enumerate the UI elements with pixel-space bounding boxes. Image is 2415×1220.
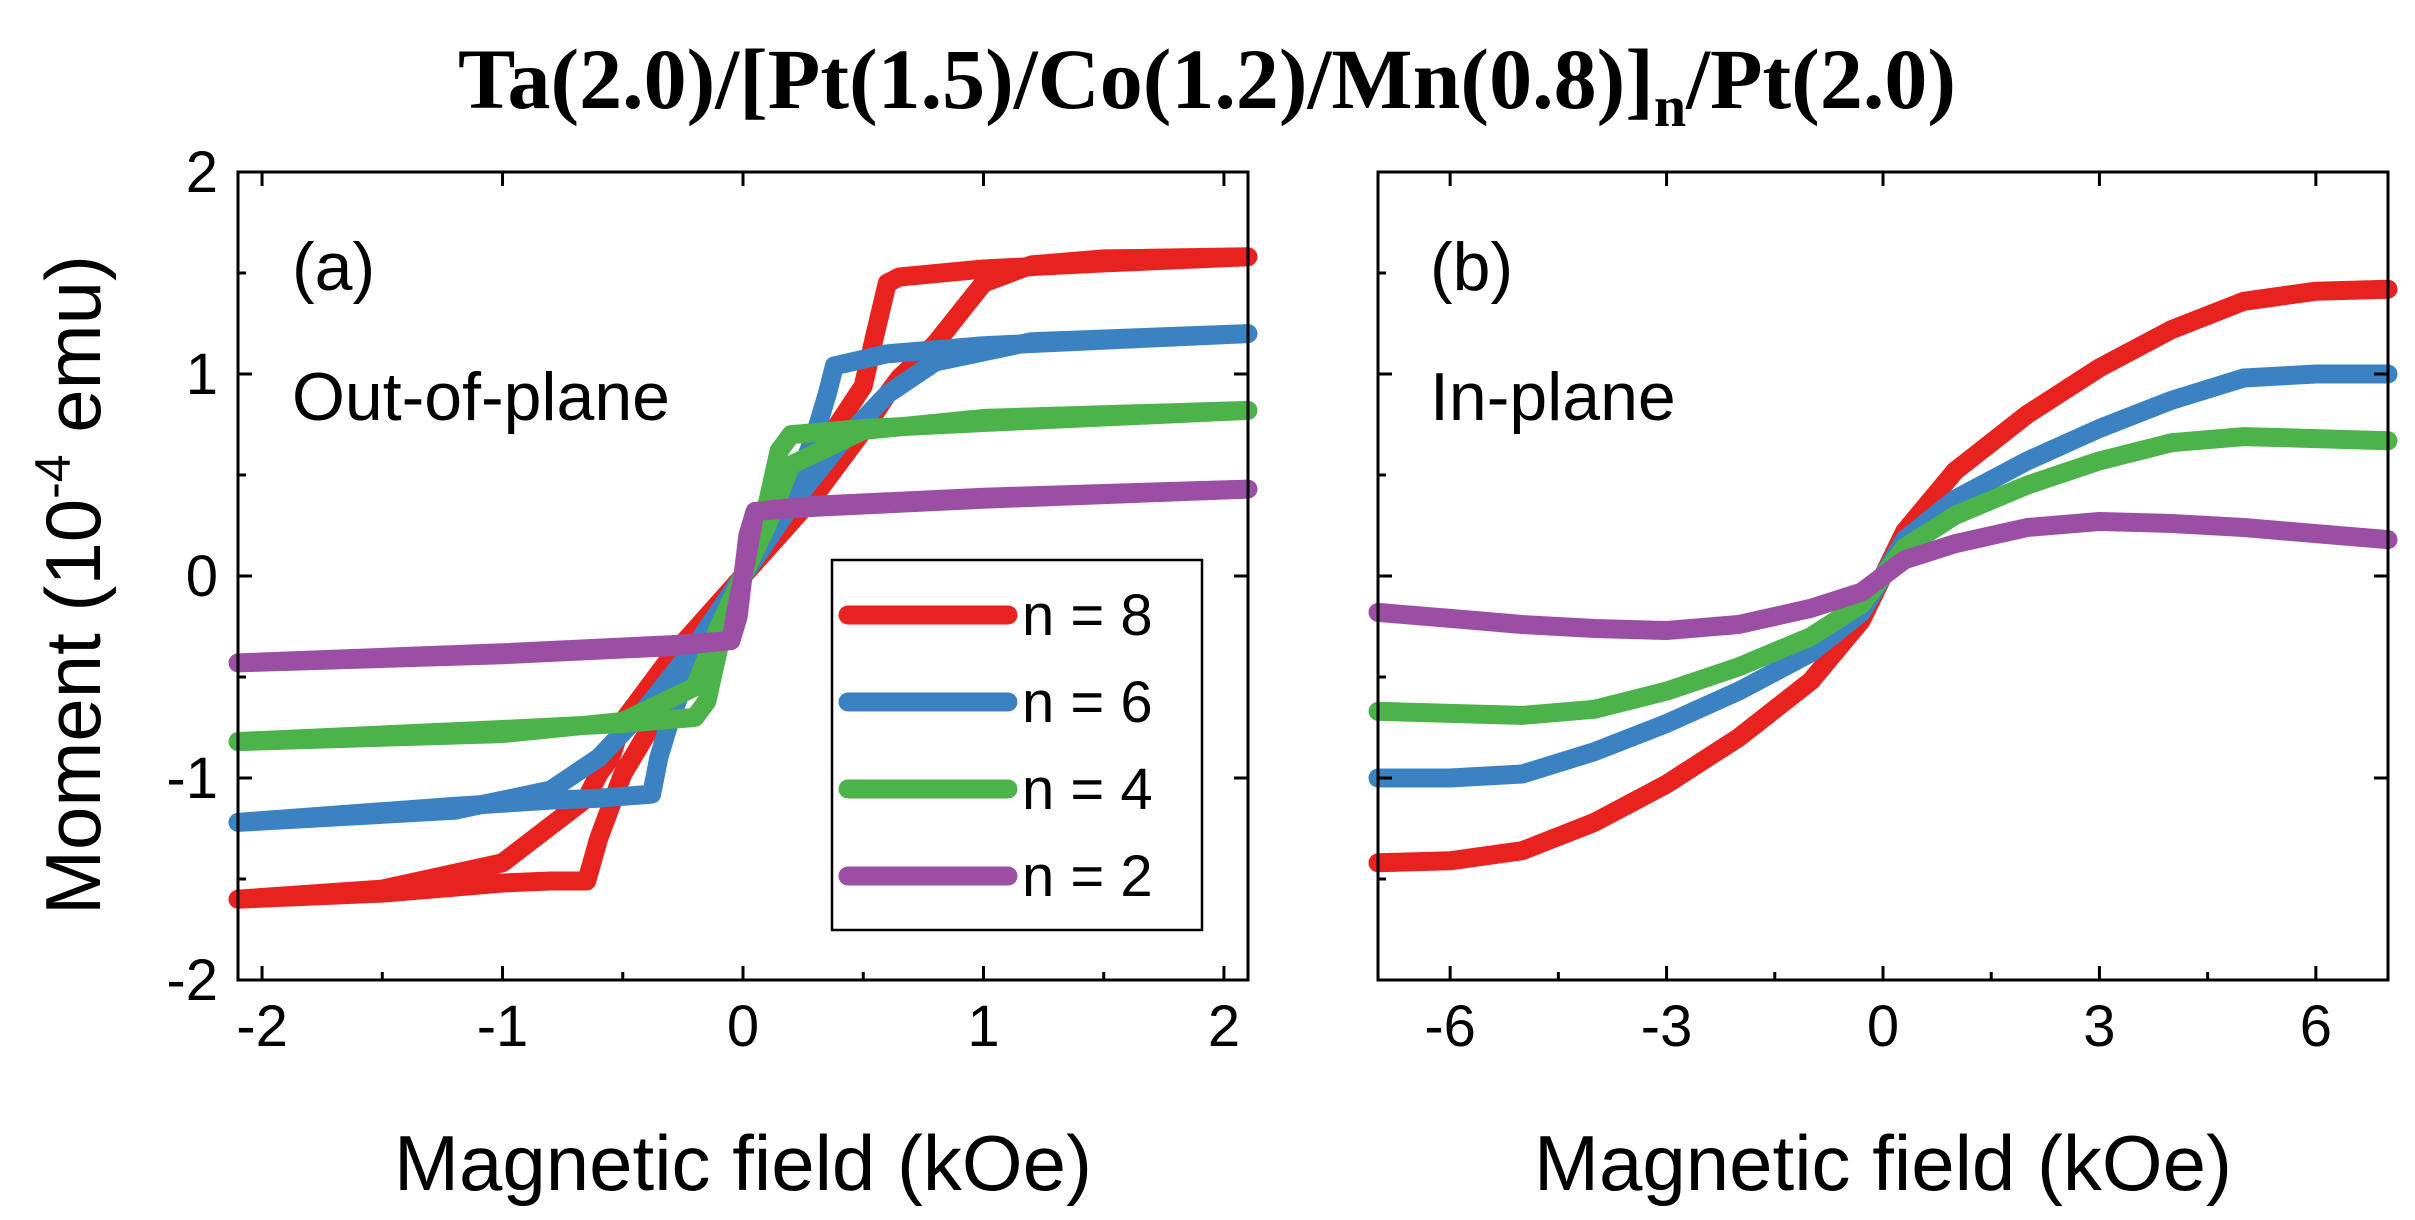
panel-a-xtick-label: 2 <box>1208 994 1240 1059</box>
panel-a-x-axis-label: Magnetic field (kOe) <box>394 1119 1092 1207</box>
panel-a-ytick-label: -1 <box>166 746 218 811</box>
figure-title-suffix: /Pt(2.0) <box>1685 31 1956 127</box>
panel-b-x-axis-label: Magnetic field (kOe) <box>1534 1119 2232 1207</box>
legend-label-n2: n = 2 <box>1022 844 1153 909</box>
panel-a-ytick-label: -2 <box>166 948 218 1013</box>
y-axis-label-pre: Moment (10 <box>29 499 117 915</box>
legend-label-n4: n = 4 <box>1022 757 1153 822</box>
panel-a-xtick-label: 1 <box>967 994 999 1059</box>
y-axis-label-post: emu) <box>29 255 117 454</box>
panel-b-curves <box>1368 279 2398 873</box>
panel-b-xtick-label: -6 <box>1424 994 1476 1059</box>
panel-b: -6 -3 0 3 6 (b) In-plane Magnetic field (kOe… <box>1368 170 2398 1207</box>
figure-title-main: Ta(2.0)/[Pt(1.5)/Co(1.2)/Mn(0.8)] <box>458 31 1654 127</box>
panel-a-subtitle: Out-of-plane <box>292 359 670 435</box>
figure-title-subscript: n <box>1654 74 1686 139</box>
panel-b-ticks: -6 -3 0 3 6 <box>1378 170 2388 1059</box>
legend-label-n6: n = 6 <box>1022 670 1153 735</box>
legend-label-n8: n = 8 <box>1022 583 1153 648</box>
panel-b-label: (b) <box>1430 229 1513 305</box>
panel-a-series-n6 <box>228 324 1258 832</box>
panel-b-xtick-label: 6 <box>2300 994 2332 1059</box>
panel-b-series-n2 <box>1368 512 2398 640</box>
y-axis-label-sup: -4 <box>25 454 81 498</box>
panel-a-ytick-label: 1 <box>186 342 218 407</box>
panel-a-ytick-label: 0 <box>186 544 218 609</box>
panel-b-xtick-label: -3 <box>1641 994 1693 1059</box>
panel-a: -2 -1 0 1 2 -2 -1 0 1 2 (a) Out-of-plane Magnetic… <box>166 140 1258 1207</box>
y-axis-label: Moment (10-4 emu) <box>25 255 117 915</box>
panel-a-ytick-label: 2 <box>186 140 218 205</box>
panel-b-subtitle: In-plane <box>1430 359 1676 435</box>
panel-a-xtick-label: -2 <box>236 994 288 1059</box>
panel-a-ticks: -2 -1 0 1 2 -2 -1 0 1 2 <box>166 140 1248 1059</box>
panel-a-xtick-label: 0 <box>727 994 759 1059</box>
panel-a-xtick-label: -1 <box>477 994 529 1059</box>
legend: n = 8 n = 6 n = 4 n = 2 <box>830 558 1204 932</box>
panel-b-xtick-label: 0 <box>1867 994 1899 1059</box>
panel-b-xtick-label: 3 <box>2083 994 2115 1059</box>
panel-a-label: (a) <box>292 229 375 305</box>
figure-title: Ta(2.0)/[Pt(1.5)/Co(1.2)/Mn(0.8)]n/Pt(2.… <box>458 31 1956 139</box>
